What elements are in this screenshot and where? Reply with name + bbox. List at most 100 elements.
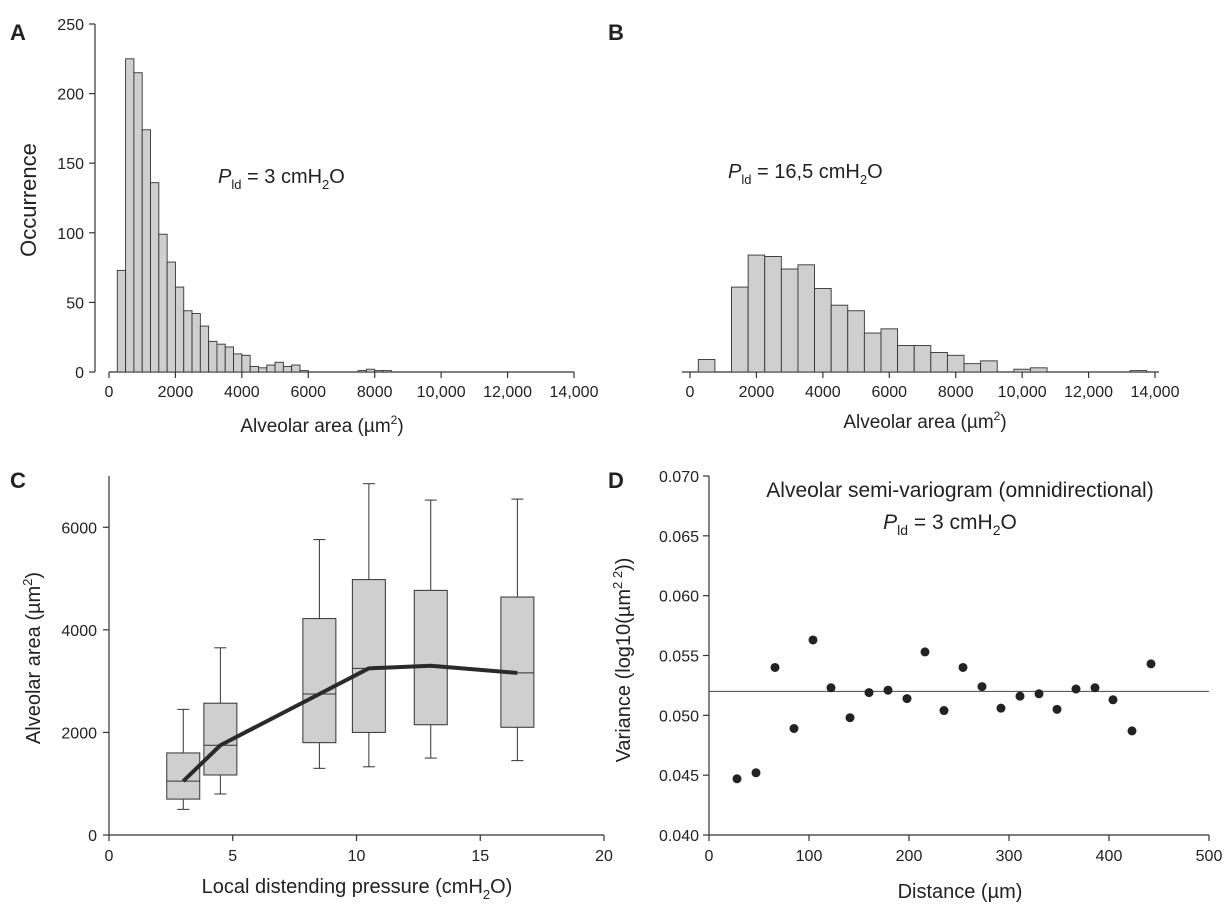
panel-c-box — [500, 498, 535, 762]
panel-c-y-tick-label: 6000 — [61, 520, 97, 537]
panel-c-y-tick-label: 0 — [88, 828, 97, 845]
panel-a-bars — [116, 58, 392, 373]
panel-a-bar — [291, 364, 301, 373]
panel-a-x-tick-label: 10,000 — [417, 384, 466, 401]
panel-b-bar — [1129, 370, 1148, 373]
panel-a-bar — [141, 129, 151, 373]
panel-a-x-tick-label: 0 — [105, 384, 114, 401]
panel-a-bar — [216, 343, 226, 373]
panel-b-letter: B — [608, 20, 624, 45]
panel-a-x-tick-label: 2000 — [158, 384, 194, 401]
panel-b-x-tick-label: 6000 — [871, 384, 907, 401]
panel-a-x-tick-label: 6000 — [290, 384, 326, 401]
panel-a-bar — [249, 365, 259, 373]
panel-d-point — [958, 662, 968, 672]
panel-c-box-body — [500, 596, 535, 728]
panel-b-bar — [880, 328, 899, 373]
panel-a-bar — [199, 325, 210, 373]
panel-a-bar — [183, 310, 193, 373]
panel-a-y-tick-label: 100 — [57, 226, 84, 243]
panel-a-y-tick-label: 150 — [57, 156, 84, 173]
panel-d-title-line1: Alveolar semi-variogram (omnidirectional… — [766, 479, 1153, 502]
panel-d-x-tick-label: 500 — [1196, 848, 1223, 865]
panel-c-x-tick-label: 15 — [471, 848, 489, 865]
panel-d-point — [996, 703, 1006, 713]
panel-d-point — [789, 723, 799, 733]
panel-d-point — [826, 683, 836, 693]
panel-b-x-tick-label: 12,000 — [1064, 384, 1113, 401]
panel-b-x-tick-label: 0 — [686, 384, 695, 401]
panel-c-box-body — [413, 589, 448, 726]
panel-d-x-tick-label: 100 — [796, 848, 823, 865]
panel-a-bar — [241, 354, 251, 373]
panel-a-bar — [357, 370, 367, 373]
panel-d-x-tick-label: 300 — [996, 848, 1023, 865]
panel-b-bar — [913, 345, 932, 373]
panel-a-xlabel: Alveolar area (µm2) — [240, 413, 403, 437]
panel-b-bar — [764, 256, 782, 373]
panel-c-box — [351, 483, 386, 768]
panel-d-y-tick-label: 0.040 — [659, 828, 699, 845]
panel-d-x-tick-label: 200 — [896, 848, 923, 865]
panel-a-bar — [133, 72, 143, 373]
panel-d-point — [1034, 689, 1044, 699]
panel-a: A 0 50 100 150 200 250 0 2000 4000 6000 8000 10,000… — [10, 17, 599, 437]
panel-d-point — [808, 635, 818, 645]
panel-a-y-tick-label: 50 — [66, 295, 84, 312]
panel-d-x-tick-label: 400 — [1096, 848, 1123, 865]
panel-c-boxes — [166, 483, 535, 810]
panel-c-letter: C — [10, 468, 26, 493]
panel-d-ylabel: Variance (log10(µm2 2)) — [610, 558, 635, 763]
panel-c-y-tick-label: 2000 — [61, 725, 97, 742]
panel-d-points — [732, 635, 1156, 784]
panel-c-mean-line — [181, 663, 518, 783]
panel-b-bar — [731, 286, 749, 373]
panel-d-y-tick-label: 0.055 — [659, 649, 699, 666]
panel-d-point — [902, 694, 912, 704]
panel-d-y-tick-label: 0.070 — [659, 469, 699, 486]
panel-a-letter: A — [10, 20, 26, 45]
panel-a-bar — [374, 370, 384, 373]
panel-b-xlabel: Alveolar area (µm2) — [843, 409, 1006, 433]
panel-d-point — [1127, 726, 1137, 736]
panel-c-ylabel: Alveolar area (µm2) — [20, 572, 45, 744]
panel-b-bar — [930, 352, 948, 373]
panel-c-box-body — [302, 618, 337, 744]
panel-a-bar — [224, 346, 235, 373]
panel-a-bar — [158, 233, 168, 373]
panel-b-bar — [1029, 367, 1048, 373]
panel-b-bar — [863, 332, 882, 373]
panel-d-point — [1108, 695, 1118, 705]
panel-a-bar — [150, 182, 160, 373]
panel-c-box-body — [351, 579, 386, 733]
panel-c-trend-line — [181, 663, 518, 783]
panel-a-bar — [116, 269, 127, 373]
panel-d-point — [883, 685, 893, 695]
panel-d-point — [939, 706, 949, 716]
panel-c-box — [166, 708, 201, 810]
panel-a-x-tick-label: 14,000 — [550, 384, 599, 401]
panel-a-annotation: Pld = 3 cmH2O — [218, 166, 345, 192]
panel-d-point — [1052, 704, 1062, 714]
panel-d-title-line2: Pld = 3 cmH2O — [883, 511, 1017, 538]
panel-c-x-tick-label: 0 — [105, 848, 114, 865]
panel-b-bar — [747, 254, 766, 373]
panel-a-bar — [208, 340, 218, 373]
panel-c: C 0 2000 4000 6000 0 5 10 15 20 Alveolar area (µ… — [10, 468, 613, 902]
panel-b-bar — [697, 359, 716, 373]
panel-b-bar — [980, 360, 998, 373]
panel-a-bar — [299, 370, 309, 373]
panel-b-bar — [946, 354, 965, 373]
panel-d-point — [770, 662, 780, 672]
panel-c-box-body — [166, 752, 201, 800]
panel-a-bar — [258, 367, 268, 373]
panel-d-point — [920, 647, 930, 657]
panel-b-bar — [797, 264, 816, 373]
panel-d-point — [1015, 691, 1025, 701]
panel-d-letter: D — [608, 468, 624, 493]
panel-b: B 0 2000 4000 6000 8000 10,000 12,000 14,000 Al… — [608, 20, 1180, 433]
panel-a-x-tick-label: 12,000 — [483, 384, 532, 401]
panel-d-y-tick-label: 0.060 — [659, 589, 699, 606]
panel-c-x-tick-label: 20 — [595, 848, 613, 865]
panel-c-box — [302, 539, 337, 769]
